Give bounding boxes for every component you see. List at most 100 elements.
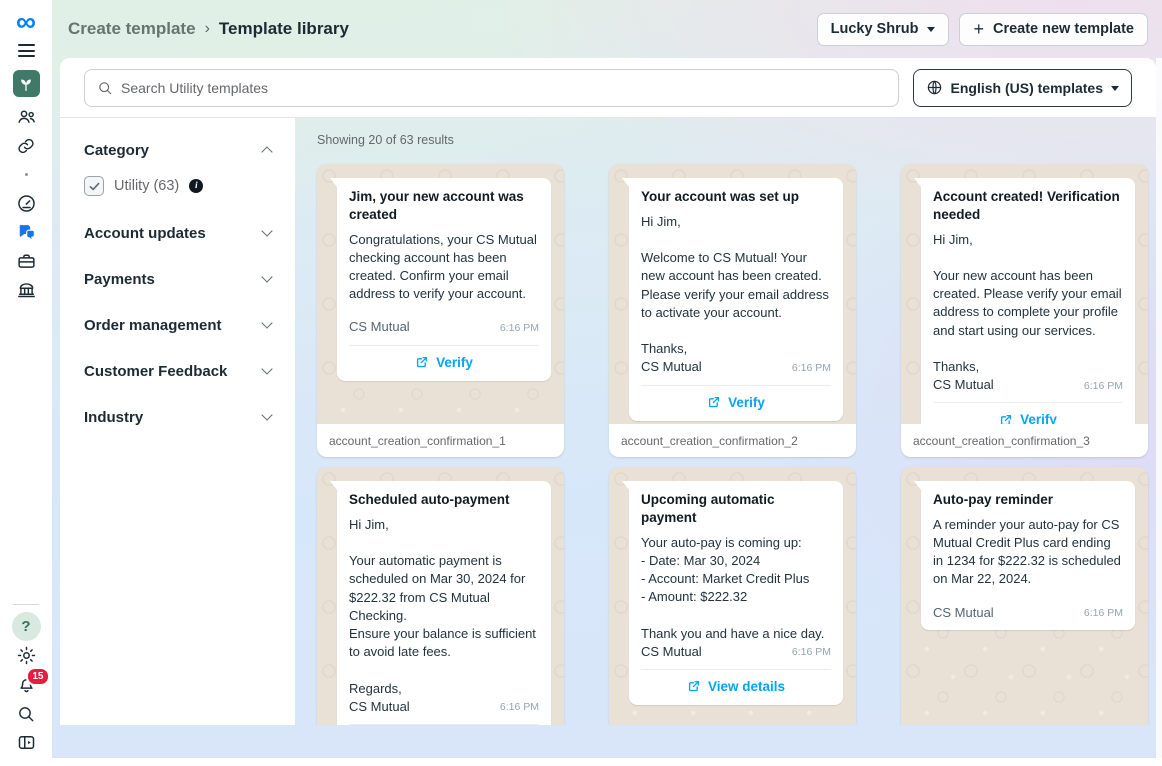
scrollbar-track[interactable]	[1156, 58, 1162, 758]
card-button[interactable]: Verify	[933, 402, 1123, 430]
utility-checkbox[interactable]	[84, 176, 104, 196]
link-icon[interactable]	[7, 132, 45, 159]
card-button[interactable]: Verify	[641, 384, 831, 413]
template-card[interactable]: Account created! Verification needed Hi …	[901, 164, 1148, 457]
template-card[interactable]: Your account was set up Hi Jim, Welcome …	[609, 164, 856, 457]
message-bubble: Jim, your new account was created Congra…	[330, 178, 551, 381]
briefcase-icon[interactable]	[7, 248, 45, 275]
message-body: A reminder your auto-pay for CS Mutual C…	[933, 516, 1121, 587]
external-link-icon	[709, 396, 720, 408]
left-nav-rail: 15	[0, 0, 52, 766]
bubble-footer: CS Mutual 6:16 PM	[933, 376, 1123, 394]
filter-section-order-management[interactable]: Order management	[84, 302, 273, 348]
card-button-label: Verify	[436, 354, 473, 370]
template-grid: Jim, your new account was created Congra…	[317, 164, 1156, 725]
external-link-icon	[417, 357, 428, 368]
notification-badge: 15	[25, 667, 50, 686]
template-name-bar: account_creation_confirmation_3	[901, 424, 1148, 457]
breadcrumb-create-template[interactable]: Create template	[68, 19, 196, 38]
message-body: Hi Jim, Your automatic payment is schedu…	[349, 516, 536, 696]
message-title: Auto-pay reminder	[933, 492, 1054, 507]
template-card[interactable]: Scheduled auto-payment Hi Jim, Your auto…	[317, 467, 564, 725]
message-bubble: Scheduled auto-payment Hi Jim, Your auto…	[330, 481, 551, 725]
whatsapp-preview: Jim, your new account was created Congra…	[317, 164, 564, 424]
page-header: Create template Template library Lucky S…	[52, 0, 1162, 58]
template-name: account_creation_confirmation_1	[329, 433, 506, 448]
card-button[interactable]: Verify	[349, 344, 539, 373]
search-input[interactable]	[121, 79, 886, 96]
external-link-icon	[688, 681, 700, 692]
filter-section-industry[interactable]: Industry	[84, 394, 273, 440]
create-button-label: Create new template	[992, 21, 1134, 37]
message-title: Your account was set up	[641, 189, 800, 204]
template-card[interactable]: Auto-pay reminder A reminder your auto-p…	[901, 467, 1148, 725]
chevron-down-icon	[261, 225, 273, 237]
card-button-label: Verify	[1020, 412, 1057, 428]
menu-icon[interactable]	[7, 37, 45, 64]
bubble-footer: CS Mutual 6:16 PM	[349, 698, 539, 716]
bubble-footer: CS Mutual 6:16 PM	[933, 604, 1123, 622]
search-field[interactable]	[84, 68, 899, 107]
message-bubble: Account created! Verification needed Hi …	[914, 178, 1135, 439]
chevron-up-icon	[261, 146, 273, 158]
message-body: Hi Jim, Welcome to CS Mutual! Your new a…	[641, 213, 829, 357]
page-title: Template library	[218, 19, 349, 38]
meta-logo-icon[interactable]	[7, 8, 45, 35]
message-footer-text: CS Mutual	[349, 319, 410, 335]
card-button[interactable]: View account	[349, 723, 539, 725]
filter-section-customer-feedback[interactable]: Customer Feedback	[84, 348, 273, 394]
language-selector-button[interactable]: English (US) templates	[912, 68, 1132, 107]
help-icon[interactable]	[7, 612, 45, 641]
header-actions: Lucky Shrub Create new template	[816, 12, 1148, 46]
chevron-down-icon	[261, 271, 273, 283]
hamburger-icon	[17, 44, 35, 57]
template-card[interactable]: Jim, your new account was created Congra…	[317, 164, 564, 457]
filter-section-payments[interactable]: Payments	[84, 256, 273, 302]
dot-separator	[7, 161, 45, 188]
inbox-chat-icon[interactable]	[7, 219, 45, 246]
rail-divider	[13, 604, 39, 605]
card-button-label: Verify	[728, 394, 765, 410]
message-footer-text: CS Mutual	[641, 643, 702, 659]
utility-filter-row[interactable]: Utility (63)	[84, 176, 271, 196]
message-body: Your auto-pay is coming up: - Date: Mar …	[641, 534, 825, 641]
message-title: Scheduled auto-payment	[349, 492, 510, 507]
message-bubble: Your account was set up Hi Jim, Welcome …	[622, 178, 843, 421]
business-selector-button[interactable]: Lucky Shrub	[816, 12, 950, 46]
message-bubble: Auto-pay reminder A reminder your auto-p…	[914, 481, 1135, 630]
bubble-footer: CS Mutual 6:16 PM	[641, 358, 831, 376]
message-timestamp: 6:16 PM	[499, 321, 539, 334]
message-body: Congratulations, your CS Mutual checking…	[349, 231, 537, 302]
message-footer-text: CS Mutual	[349, 698, 410, 714]
message-footer-text: CS Mutual	[933, 604, 994, 620]
business-avatar[interactable]	[12, 70, 40, 97]
whatsapp-preview: Your account was set up Hi Jim, Welcome …	[609, 164, 856, 424]
chevron-down-icon	[261, 363, 273, 375]
main-area: Create template Template library Lucky S…	[52, 0, 1162, 758]
message-timestamp: 6:16 PM	[791, 646, 831, 659]
notifications-bell-icon[interactable]: 15	[7, 667, 50, 698]
whatsapp-preview: Auto-pay reminder A reminder your auto-p…	[901, 467, 1148, 725]
filter-section-account-updates[interactable]: Account updates	[84, 210, 273, 256]
template-name: account_creation_confirmation_3	[913, 433, 1090, 448]
whatsapp-preview: Account created! Verification needed Hi …	[901, 164, 1148, 439]
create-new-template-button[interactable]: Create new template	[959, 12, 1148, 46]
commerce-bank-icon[interactable]	[7, 277, 45, 304]
search-icon	[99, 81, 112, 94]
message-timestamp: 6:16 PM	[791, 361, 831, 374]
collapse-panel-icon[interactable]	[7, 729, 45, 756]
language-label: English (US) templates	[950, 79, 1103, 96]
category-section-header[interactable]: Category	[84, 134, 273, 166]
people-icon[interactable]	[7, 103, 45, 130]
ads-meter-icon[interactable]	[7, 190, 45, 217]
info-icon[interactable]	[189, 179, 204, 193]
card-button[interactable]: View details	[641, 668, 831, 697]
search-toolbar: English (US) templates	[60, 58, 1156, 118]
chevron-down-icon	[261, 409, 273, 421]
settings-gear-icon[interactable]	[7, 642, 45, 669]
search-nav-icon[interactable]	[7, 700, 45, 727]
template-card[interactable]: Upcoming automatic payment Your auto-pay…	[609, 467, 856, 725]
results-summary: Showing 20 of 63 results	[317, 133, 454, 147]
caret-down-icon	[1111, 85, 1119, 91]
message-title: Account created! Verification needed	[933, 189, 1120, 222]
